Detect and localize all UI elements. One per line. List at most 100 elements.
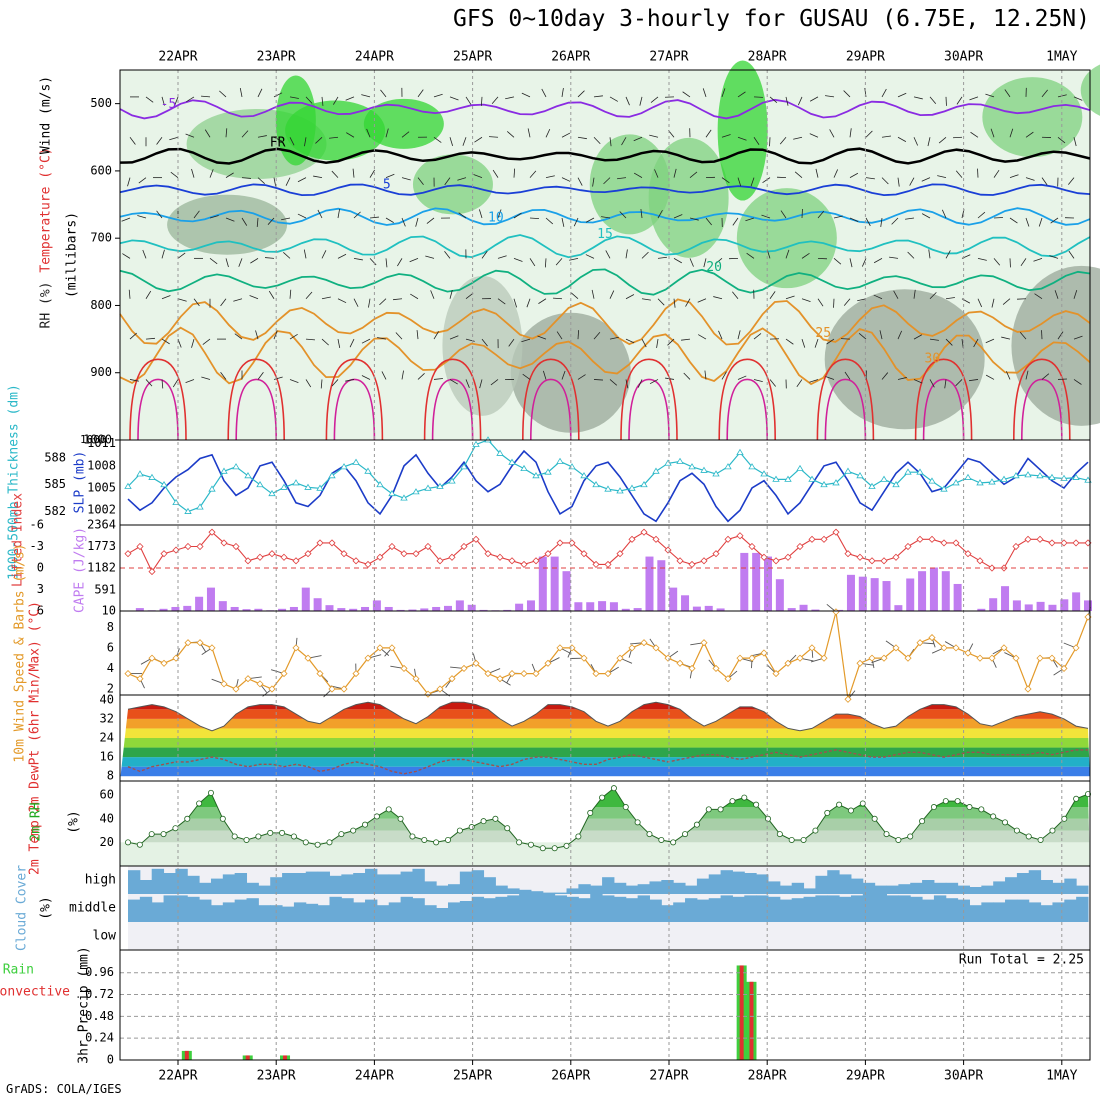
cloud-cell (981, 885, 994, 894)
wind-speed-point (724, 675, 732, 683)
precip-tick: 0 (107, 1053, 114, 1067)
wind-barb (641, 338, 647, 348)
wind-barb (129, 332, 137, 340)
thickness-point (676, 457, 684, 464)
wind-speed-point (316, 670, 324, 678)
cape-tick: 2364 (87, 518, 116, 532)
wind-barb (718, 330, 723, 340)
cape-bar (1084, 600, 1092, 611)
precip-convective-bar (739, 965, 744, 1060)
wind-barb (490, 379, 499, 386)
rh-point (279, 829, 286, 836)
wind-barb (321, 296, 331, 300)
wind-barb (785, 338, 794, 345)
wind-speed-point (148, 654, 156, 662)
wind-barb (929, 338, 939, 341)
cloud-cell (566, 896, 579, 922)
cloud-cell (128, 899, 141, 922)
wind-speed-point (856, 659, 864, 667)
cloud-cell (436, 885, 449, 894)
rh-line (127, 787, 1089, 849)
wind-barb (369, 216, 379, 219)
cloud-cell (922, 880, 935, 894)
x-tick-label-top: 23APR (257, 50, 296, 65)
wind-barb (977, 257, 987, 261)
cloud-cell (258, 905, 271, 922)
slp-tick: 1005 (87, 481, 116, 495)
wind-barb (753, 333, 762, 340)
wind-speed-point (448, 675, 456, 683)
wind-barb (481, 250, 488, 259)
wind-barb (794, 171, 803, 178)
wind-barb (585, 254, 595, 259)
thickness-point (244, 472, 252, 479)
ylabel-lifted-index: Lifted Index (11, 493, 26, 587)
wind-barb (1009, 128, 1014, 138)
wind-barb (941, 209, 947, 219)
wind-barb (444, 251, 451, 259)
thickness-point (1060, 474, 1068, 481)
cloud-cell (495, 885, 508, 894)
cloud-cell (495, 896, 508, 922)
wind-barb (833, 169, 839, 178)
thickness-point (928, 477, 936, 484)
wind-tick: 8 (107, 620, 114, 634)
wind-barb (156, 210, 163, 219)
wind-barb (657, 298, 665, 306)
cloud-cell (483, 898, 496, 922)
lifted-index-point (256, 553, 264, 561)
cloud-cell (874, 885, 888, 894)
thickness-point (508, 458, 516, 465)
cloud-cell (922, 899, 935, 922)
wind-barb (1049, 255, 1059, 259)
lifted-index-point (712, 550, 720, 558)
lifted-index-point (808, 535, 816, 543)
wind-barb (1073, 335, 1083, 340)
cloud-cell (898, 895, 911, 922)
surface-isotherm-loop (530, 378, 572, 441)
wind-barb (656, 339, 659, 349)
thickness-point (640, 480, 648, 488)
rh-point (847, 807, 854, 814)
rh-tick: 60 (100, 788, 114, 802)
precip-convective-bar (245, 1055, 250, 1060)
cloud-cell (613, 882, 627, 894)
cloud-cell (305, 903, 319, 922)
thickness-point (316, 484, 324, 491)
lifted-index-point (688, 560, 696, 568)
wind-barb (409, 257, 419, 263)
wind-barb (220, 298, 227, 307)
cloud-cell (685, 885, 698, 894)
x-tick-label-top: 29APR (846, 50, 885, 65)
wind-barb (1020, 258, 1027, 267)
thickness-point (712, 470, 720, 477)
lifted-index-tick: -3 (30, 539, 44, 553)
wind-barb (361, 94, 371, 98)
wind-barb (737, 136, 747, 141)
wind-barb (156, 137, 163, 145)
lifted-index-point (604, 560, 612, 568)
cloud-cell (839, 896, 852, 922)
wind-barb (220, 372, 227, 380)
wind-barb (161, 96, 165, 106)
lifted-index-point (928, 535, 936, 543)
isotherm-label: 15 (597, 227, 613, 242)
wind-tick: 4 (107, 661, 114, 675)
lifted-index-point (400, 550, 408, 558)
wind-barb (191, 338, 195, 348)
wind-speed-point (688, 664, 696, 672)
lifted-index-point (520, 560, 528, 568)
surface-isotherm-loop (620, 358, 678, 441)
wind-barb (793, 136, 803, 140)
wind-barb (721, 88, 726, 98)
wind-speed-point (580, 654, 588, 662)
wind-barb (273, 177, 277, 187)
rh-point (1025, 833, 1032, 840)
cape-bar (550, 556, 559, 611)
cape-bar (1001, 586, 1010, 611)
rh-point (255, 833, 262, 840)
rh-contour-shade (1011, 265, 1100, 426)
wind-barb (654, 169, 659, 178)
rh-contour-shade (982, 77, 1083, 158)
cloud-cell (578, 884, 591, 894)
